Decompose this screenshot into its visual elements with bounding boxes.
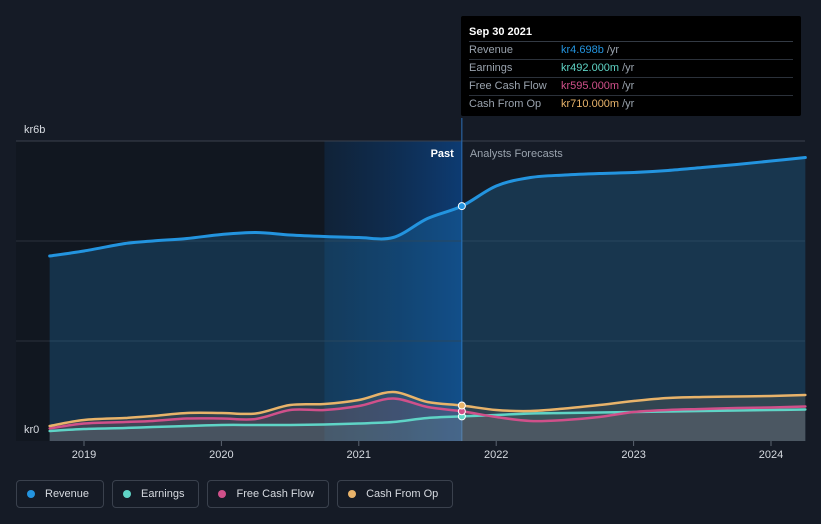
x-tick-label: 2024 bbox=[759, 449, 783, 461]
legend-label: Cash From Op bbox=[366, 488, 439, 500]
tooltip-row-revenue: Revenue kr4.698b /yr bbox=[469, 42, 793, 60]
legend: Revenue Earnings Free Cash Flow Cash Fro… bbox=[16, 480, 454, 508]
tooltip-row-earnings: Earnings kr492.000m /yr bbox=[469, 60, 793, 78]
x-tick-label: 2023 bbox=[621, 449, 645, 461]
legend-label: Earnings bbox=[141, 488, 185, 500]
tooltip-value: kr492.000m bbox=[561, 62, 620, 74]
line-cash-from-op bbox=[48, 390, 807, 428]
x-tick-label: 2019 bbox=[72, 449, 96, 461]
legend-dot-icon bbox=[218, 490, 227, 498]
x-tick-label: 2022 bbox=[484, 449, 508, 461]
legend-item-cash-from-op[interactable]: Cash From Op bbox=[337, 480, 454, 508]
legend-dot-icon bbox=[123, 490, 132, 498]
y-label-min: kr0 bbox=[24, 424, 39, 436]
x-tick-label: 2020 bbox=[209, 449, 233, 461]
area-free-cash-flow bbox=[49, 398, 806, 441]
tooltip-unit: /yr bbox=[606, 44, 620, 56]
marker-revenue bbox=[457, 202, 466, 211]
tooltip-value: kr710.000m bbox=[561, 98, 620, 110]
legend-item-earnings[interactable]: Earnings bbox=[112, 480, 200, 508]
legend-label: Revenue bbox=[45, 488, 90, 500]
tooltip-date: Sep 30 2021 bbox=[469, 24, 793, 42]
y-label-max: kr6b bbox=[24, 124, 45, 136]
area-earnings bbox=[49, 409, 806, 441]
marker-cash-from-op bbox=[457, 401, 466, 410]
tooltip-value: kr4.698b bbox=[561, 44, 604, 56]
tooltip-label: Cash From Op bbox=[469, 98, 542, 110]
legend-item-free-cash-flow[interactable]: Free Cash Flow bbox=[207, 480, 330, 508]
legend-label: Free Cash Flow bbox=[236, 488, 315, 500]
legend-dot-icon bbox=[348, 490, 357, 498]
line-revenue bbox=[48, 156, 807, 258]
tooltip-row-free-cash-flow: Free Cash Flow kr595.000m /yr bbox=[469, 78, 793, 96]
area-revenue bbox=[49, 157, 806, 441]
tooltip-unit: /yr bbox=[622, 62, 635, 74]
legend-item-revenue[interactable]: Revenue bbox=[16, 480, 105, 508]
line-earnings bbox=[48, 408, 807, 433]
tooltip-row-cash-from-op: Cash From Op kr710.000m /yr bbox=[469, 96, 793, 113]
tooltip-unit: /yr bbox=[622, 98, 635, 110]
tooltip-label: Revenue bbox=[469, 44, 514, 56]
tooltip-label: Earnings bbox=[469, 62, 513, 74]
legend-dot-icon bbox=[27, 490, 35, 498]
line-free-cash-flow bbox=[48, 397, 807, 430]
past-label: Past bbox=[431, 148, 455, 160]
tooltip-value: kr595.000m bbox=[561, 80, 620, 92]
area-cash-from-op bbox=[49, 391, 806, 441]
forecast-label: Analysts Forecasts bbox=[470, 148, 563, 160]
tooltip-unit: /yr bbox=[622, 80, 635, 92]
x-tick-label: 2021 bbox=[347, 449, 371, 461]
tooltip-label: Free Cash Flow bbox=[469, 80, 547, 92]
tooltip: Sep 30 2021 Revenue kr4.698b /yr Earning… bbox=[461, 16, 801, 116]
